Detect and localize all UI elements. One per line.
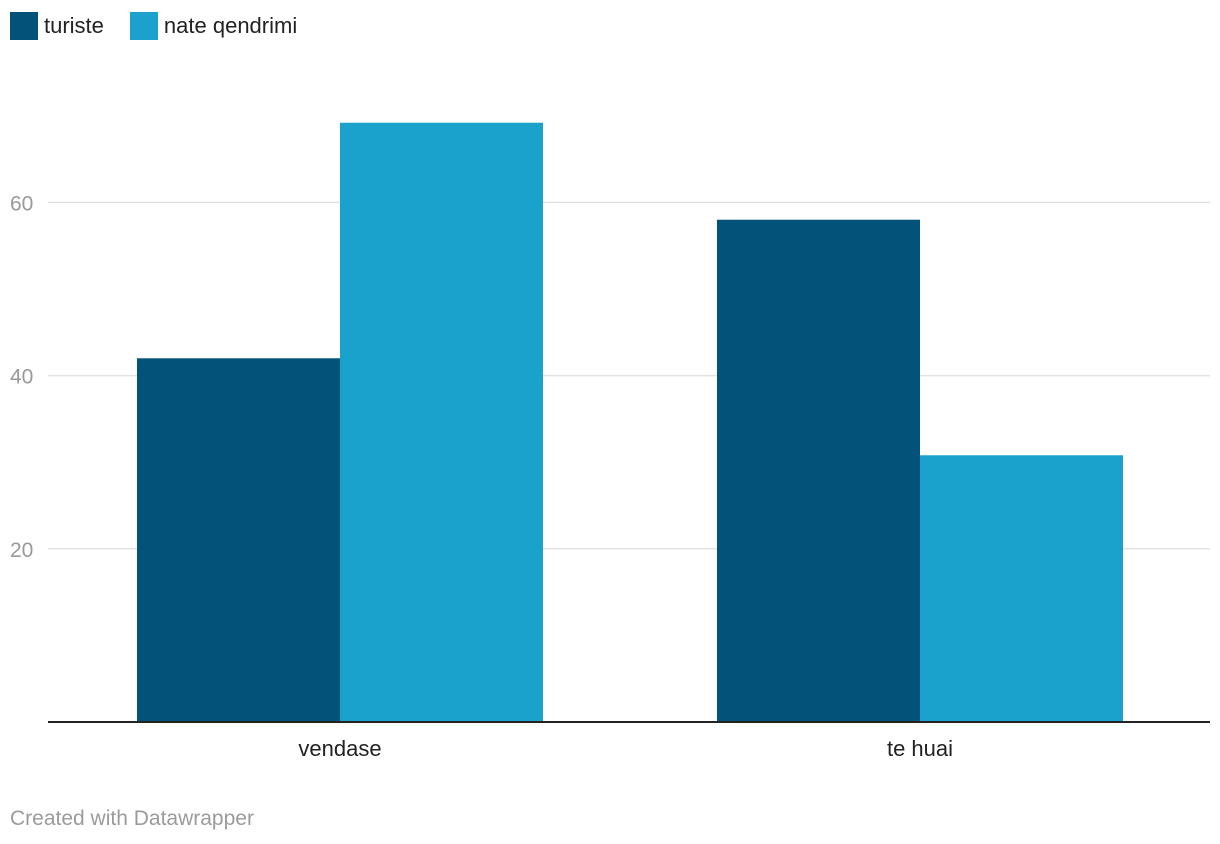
legend-item-turiste: turiste	[10, 12, 104, 40]
y-tick-label: 40	[10, 366, 33, 389]
legend-label-nate-qendrimi: nate qendrimi	[163, 13, 298, 38]
y-tick-label: 20	[10, 539, 33, 562]
credit-text: Created with Datawrapper	[10, 807, 254, 830]
bar-nate-qendrimi-vendase	[340, 122, 543, 722]
x-category-label: te huai	[887, 736, 953, 761]
legend: turiste nate qendrimi	[10, 12, 297, 40]
bar-turiste-te-huai	[717, 219, 920, 722]
legend-swatch-nate-qendrimi	[129, 12, 158, 40]
bar-turiste-vendase	[137, 358, 340, 722]
y-tick-label: 60	[10, 192, 33, 215]
legend-label-turiste: turiste	[44, 13, 104, 38]
x-category-label: vendase	[298, 736, 381, 761]
legend-swatch-turiste	[10, 12, 38, 40]
bar-nate-qendrimi-te-huai	[920, 455, 1123, 722]
legend-item-nate-qendrimi: nate qendrimi	[129, 12, 298, 40]
